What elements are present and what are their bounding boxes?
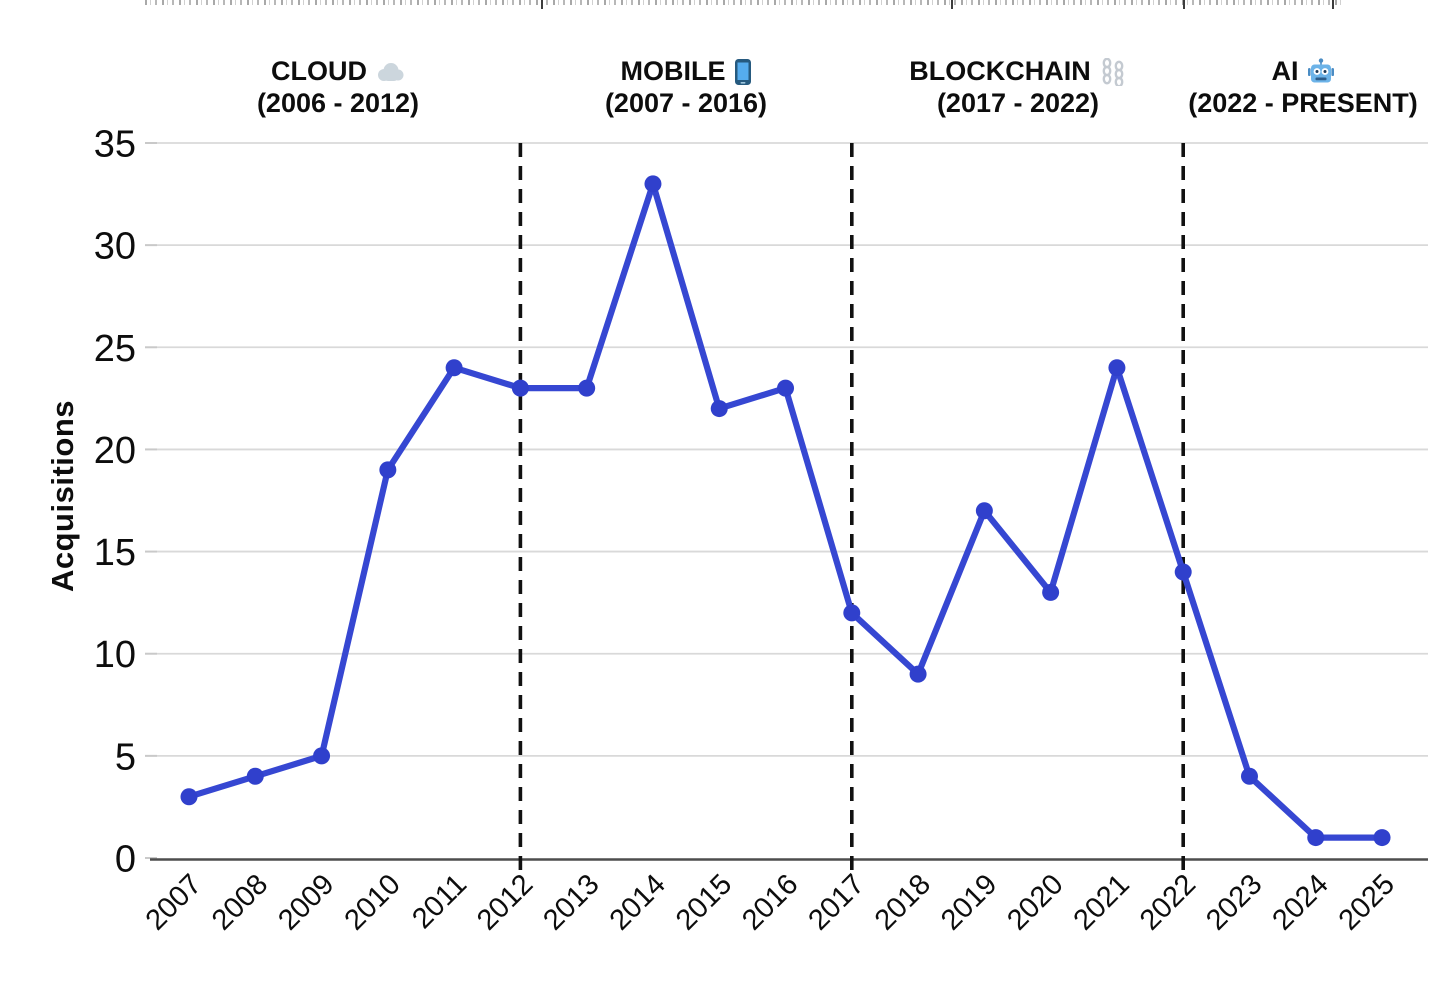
robot-icon [1307, 58, 1334, 83]
era-label-mobile: MOBILE (2007 - 2016) [516, 56, 856, 120]
data-point [445, 359, 463, 377]
x-tick-label: 2010 [339, 868, 407, 936]
y-tick-label: 20 [94, 430, 136, 472]
x-tick-label: 2011 [406, 868, 473, 935]
caption-letter-descender [541, 0, 543, 9]
x-tick-label: 2021 [1068, 868, 1136, 936]
data-point [1042, 583, 1060, 601]
clipped-caption-text [145, 0, 1345, 9]
chains-icon [1102, 57, 1124, 86]
x-tick-label: 2014 [604, 868, 672, 936]
caption-letter-descender [1183, 0, 1185, 9]
y-tick-label: 10 [94, 634, 136, 676]
data-point [1240, 767, 1258, 785]
era-range: (2022 - PRESENT) [1188, 87, 1418, 118]
x-tick-label: 2019 [935, 868, 1003, 936]
data-point [246, 767, 264, 785]
x-tick-label: 2012 [471, 868, 539, 936]
data-point [180, 788, 198, 806]
data-point [511, 379, 529, 397]
era-range: (2007 - 2016) [604, 87, 768, 118]
x-tick-label: 2017 [803, 868, 871, 936]
data-point [1373, 829, 1391, 847]
x-tick-label: 2023 [1200, 868, 1268, 936]
era-title: AI [1271, 56, 1299, 86]
data-point [843, 604, 861, 622]
era-title: CLOUD [271, 56, 367, 86]
data-point [578, 379, 596, 397]
caption-letter-descender [951, 0, 953, 9]
data-point [313, 747, 331, 765]
data-point [379, 461, 397, 479]
x-tick-label: 2024 [1266, 868, 1334, 936]
era-title: MOBILE [620, 56, 726, 86]
x-tick-label: 2022 [1134, 868, 1202, 936]
y-tick-label: 5 [115, 736, 136, 778]
y-tick-label: 30 [94, 226, 136, 268]
era-label-blockchain: BLOCKCHAIN (2017 - 2022) [848, 56, 1188, 120]
x-tick-label: 2025 [1333, 868, 1401, 936]
data-point [1174, 563, 1192, 581]
x-tick-label: 2013 [537, 868, 605, 936]
data-point [1307, 829, 1325, 847]
caption-letter-descender [1332, 0, 1334, 9]
data-point [777, 379, 795, 397]
y-tick-label: 15 [94, 532, 136, 574]
x-tick-label: 2016 [736, 868, 804, 936]
data-point [975, 502, 993, 520]
x-tick-label: 2008 [206, 868, 274, 936]
acquisitions-trend-line [185, 180, 1386, 841]
data-point [644, 175, 662, 193]
x-tick-label: 2009 [272, 868, 340, 936]
x-tick-label: 2020 [1001, 868, 1069, 936]
smartphone-icon [734, 58, 751, 85]
data-point [710, 400, 728, 418]
y-tick-label: 0 [115, 839, 136, 881]
x-tick-label: 2018 [869, 868, 937, 936]
x-tick-label: 2015 [670, 868, 738, 936]
cloud-icon [378, 62, 404, 81]
era-title: BLOCKCHAIN [909, 56, 1091, 86]
x-tick-label: 2007 [140, 868, 208, 936]
era-label-cloud: CLOUD (2006 - 2012) [168, 56, 508, 120]
y-axis-title: Acquisitions [45, 400, 80, 593]
era-label-ai: AI (2022 - PRESENT) [1133, 56, 1456, 120]
data-point [1108, 359, 1126, 377]
y-tick-label: 25 [94, 328, 136, 370]
era-range: (2006 - 2012) [256, 87, 420, 118]
era-range: (2017 - 2022) [936, 87, 1100, 118]
y-tick-label: 35 [94, 124, 136, 166]
data-point [909, 665, 927, 683]
